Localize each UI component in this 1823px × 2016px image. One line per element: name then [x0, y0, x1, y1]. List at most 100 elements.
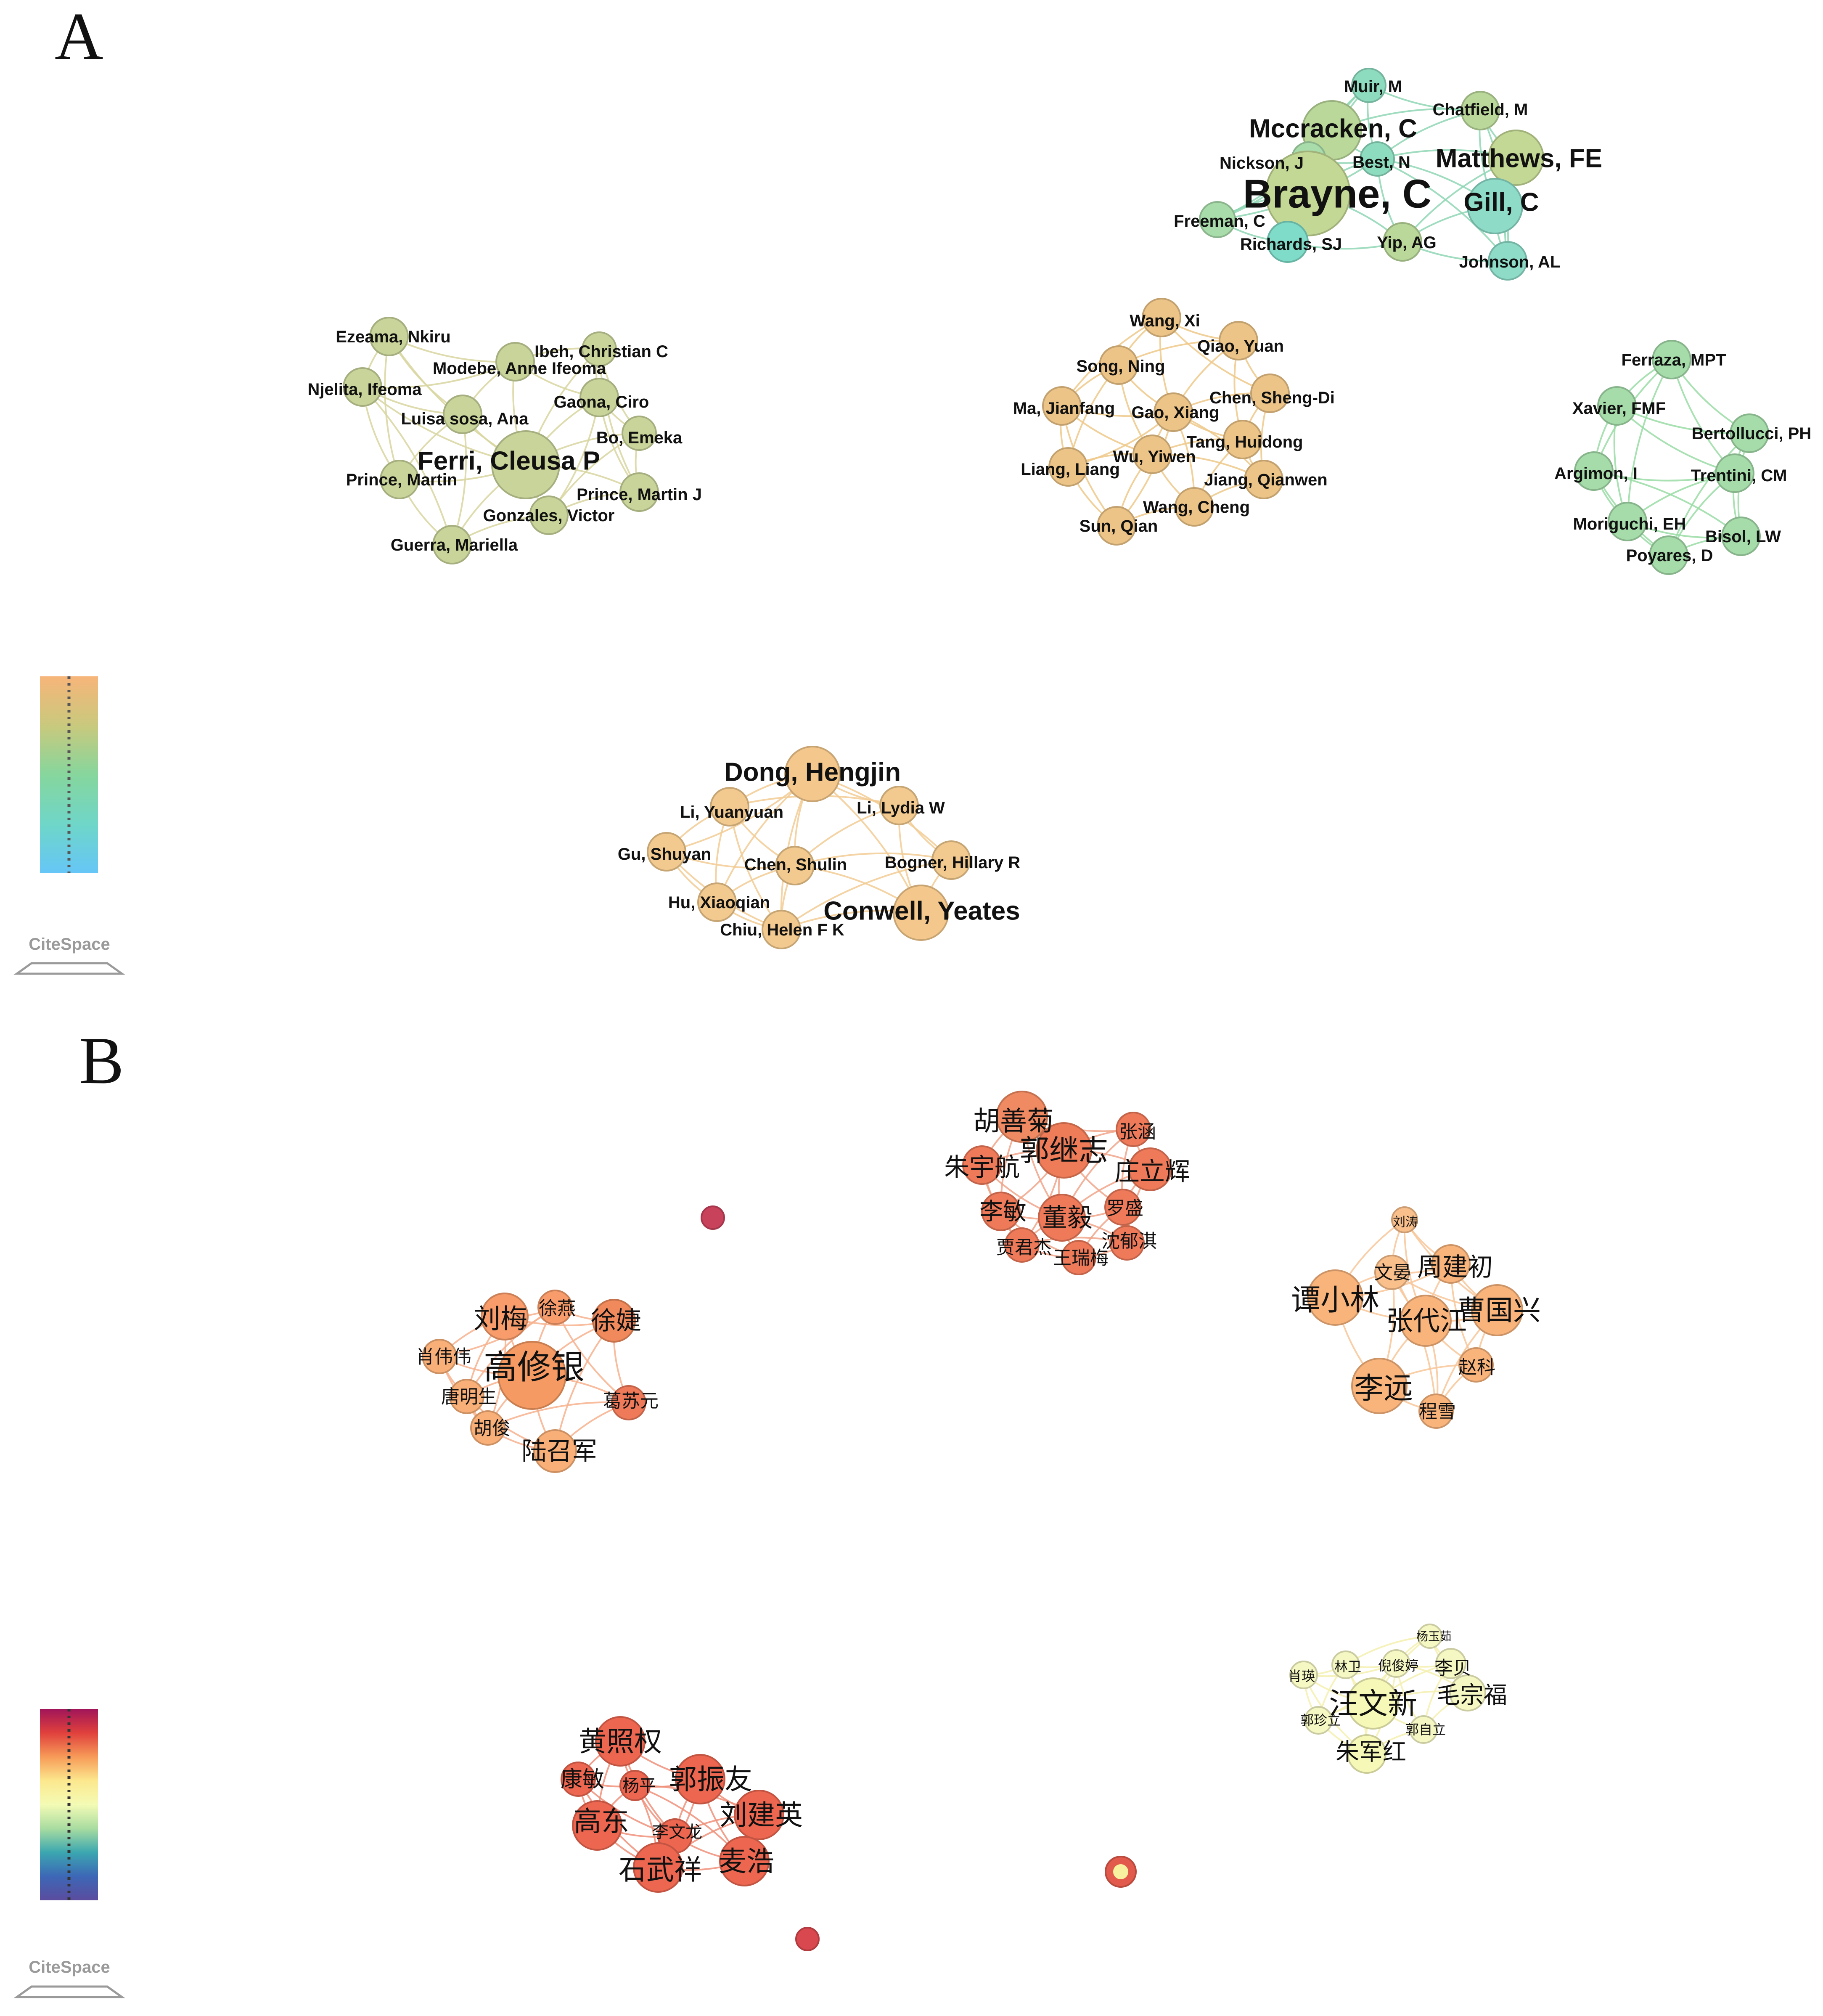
author-node-brayne-c[interactable] — [1265, 151, 1351, 236]
author-node-node-4[interactable] — [1400, 1295, 1452, 1347]
author-node-node-4[interactable] — [1435, 1648, 1466, 1679]
author-node-ferraza-mpt[interactable] — [1652, 340, 1691, 379]
author-node-node-8[interactable] — [1409, 1715, 1438, 1744]
author-node-node-1[interactable] — [1289, 1661, 1318, 1689]
author-node-guerra-mariella[interactable] — [432, 525, 472, 564]
author-node-node-3[interactable] — [422, 1339, 457, 1374]
author-node-wang-xi[interactable] — [1142, 298, 1181, 337]
author-node-ezeama-nkiru[interactable] — [369, 317, 409, 356]
author-node-node-9[interactable] — [1061, 1240, 1096, 1275]
author-node-gao-xiang[interactable] — [1154, 392, 1193, 432]
author-node-node-10[interactable] — [1109, 1225, 1145, 1261]
author-node-bo-emeka[interactable] — [622, 416, 657, 451]
author-node-chen-sheng-di[interactable] — [1250, 374, 1290, 413]
author-node-node-2[interactable] — [592, 1299, 636, 1343]
author-node-bertollucci-ph[interactable] — [1730, 413, 1769, 453]
author-node-poyares-d[interactable] — [1649, 535, 1688, 575]
author-node-node-6[interactable] — [1449, 1674, 1486, 1711]
author-node-jiang-qianwen[interactable] — [1244, 460, 1283, 499]
author-node-dong-hengjin[interactable] — [784, 746, 841, 802]
author-node-muir-m[interactable] — [1351, 68, 1386, 103]
author-node-node-5[interactable] — [981, 1192, 1021, 1231]
author-node-node-7[interactable] — [1304, 1706, 1333, 1735]
author-node-freeman-c[interactable] — [1199, 201, 1236, 238]
author-node-node-6[interactable] — [1038, 1194, 1086, 1242]
author-node-node-7[interactable] — [1104, 1189, 1141, 1226]
author-node-node-2[interactable] — [1036, 1122, 1092, 1179]
author-node-argimon-i[interactable] — [1574, 451, 1614, 491]
author-node-conwell-yeates[interactable] — [893, 885, 949, 941]
author-node-node-3[interactable] — [1382, 1649, 1410, 1678]
author-node-hu-xiaoqian[interactable] — [697, 882, 737, 922]
author-node-node-0[interactable] — [595, 1716, 646, 1767]
author-node-gu-shuyan[interactable] — [647, 832, 686, 872]
author-node-wang-cheng[interactable] — [1175, 487, 1214, 527]
author-node-node-7[interactable] — [470, 1410, 505, 1446]
author-node-chen-shulin[interactable] — [775, 846, 815, 885]
author-node-node-1[interactable] — [1116, 1112, 1151, 1147]
author-node-richards-sj[interactable] — [1267, 221, 1309, 263]
author-node-node-5[interactable] — [572, 1800, 622, 1851]
author-node-best-n[interactable] — [1360, 141, 1395, 177]
author-node-njelita-ifeoma[interactable] — [343, 367, 382, 407]
author-node-node-3[interactable] — [1307, 1269, 1363, 1326]
author-node-liang-liang[interactable] — [1048, 447, 1088, 487]
author-node-modebe-anne-ifeoma[interactable] — [495, 342, 535, 381]
author-node-matthews-fe[interactable] — [1488, 130, 1544, 186]
author-node-luisa-sosa-ana[interactable] — [443, 395, 482, 434]
author-node-xavier-fmf[interactable] — [1597, 386, 1637, 426]
author-node-node-4[interactable] — [497, 1341, 566, 1410]
author-node-node-3[interactable] — [962, 1145, 1002, 1185]
author-node-node-4[interactable] — [734, 1790, 784, 1840]
author-node-gonzales-victor[interactable] — [529, 495, 569, 535]
author-node-tang-huidong[interactable] — [1223, 420, 1262, 459]
author-node-node-4[interactable] — [1128, 1147, 1172, 1191]
author-node-wu-yiwen[interactable] — [1132, 434, 1172, 474]
author-node-node-8[interactable] — [533, 1429, 577, 1473]
author-node-prince-martin[interactable] — [380, 460, 419, 499]
author-node-gill-c[interactable] — [1467, 178, 1523, 234]
author-node-song-ning[interactable] — [1099, 345, 1138, 385]
author-node-gaona-ciro[interactable] — [579, 378, 619, 417]
author-node-node-5[interactable] — [449, 1379, 484, 1414]
author-node-node-6[interactable] — [611, 1385, 646, 1420]
author-node-node-1[interactable] — [537, 1290, 573, 1325]
author-node-ferri-cleusa-p[interactable] — [491, 430, 560, 499]
author-node-qiao-yuan[interactable] — [1219, 321, 1258, 360]
author-node-bogner-hillary-r[interactable] — [931, 840, 971, 880]
author-node-node-0[interactable] — [1391, 1206, 1418, 1233]
author-node-node-0[interactable] — [481, 1293, 529, 1340]
author-node-ibeh-christian-c[interactable] — [582, 331, 617, 367]
author-node-sun-qian[interactable] — [1097, 506, 1136, 546]
author-node-node-7[interactable] — [633, 1842, 683, 1893]
author-node-node-3[interactable] — [675, 1754, 725, 1804]
author-node-node-5[interactable] — [1471, 1284, 1523, 1336]
author-node-node-2[interactable] — [619, 1770, 651, 1801]
author-node-johnson-al[interactable] — [1488, 241, 1527, 281]
author-node-trentini-cm[interactable] — [1715, 453, 1754, 493]
author-node-node-0[interactable] — [996, 1091, 1048, 1143]
author-node-bisol-lw[interactable] — [1721, 517, 1761, 556]
author-node-moriguchi-eh[interactable] — [1608, 502, 1647, 541]
author-node-node-9[interactable] — [1347, 1734, 1386, 1774]
author-node-node-0[interactable] — [1417, 1624, 1442, 1649]
author-node-prince-martin-j[interactable] — [619, 472, 659, 512]
author-node-node-8[interactable] — [719, 1836, 770, 1886]
author-node-ma-jianfang[interactable] — [1042, 386, 1082, 426]
author-node-node-8[interactable] — [1418, 1393, 1454, 1429]
author-node-node-6[interactable] — [1458, 1347, 1494, 1383]
author-node-node-2[interactable] — [1431, 1244, 1471, 1284]
author-node-isolate-0[interactable] — [701, 1205, 725, 1230]
author-node-node-1[interactable] — [561, 1762, 596, 1797]
author-node-node-7[interactable] — [1351, 1358, 1408, 1414]
author-node-chiu-helen-f-k[interactable] — [762, 910, 801, 949]
author-node-node-2[interactable] — [1331, 1650, 1360, 1679]
author-node-node-5[interactable] — [1347, 1677, 1399, 1730]
author-node-yip-ag[interactable] — [1383, 222, 1422, 262]
author-node-node-8[interactable] — [1004, 1227, 1040, 1263]
author-node-node-1[interactable] — [1374, 1255, 1410, 1290]
author-node-isolate-2[interactable] — [795, 1927, 820, 1951]
author-node-li-lydia-w[interactable] — [879, 786, 919, 825]
author-node-chatfield-m[interactable] — [1461, 91, 1500, 130]
author-node-li-yuanyuan[interactable] — [710, 787, 749, 827]
